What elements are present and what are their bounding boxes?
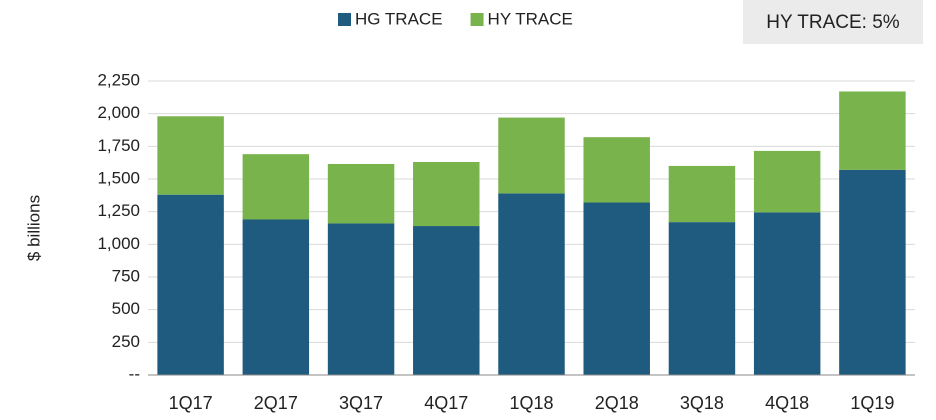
x-tick-label: 3Q18 [680, 393, 724, 413]
y-tick-label: 250 [112, 332, 140, 351]
y-tick-label: 1,250 [97, 201, 140, 220]
bar-segment [157, 116, 224, 195]
bar-segment [839, 169, 906, 375]
x-tick-label: 2Q17 [254, 393, 298, 413]
bar-segment [583, 202, 650, 375]
x-tick-label: 3Q17 [339, 393, 383, 413]
bar-segment [583, 137, 650, 203]
x-tick-label: 2Q18 [595, 393, 639, 413]
y-tick-label: 2,250 [97, 70, 140, 89]
legend-swatch [338, 13, 351, 26]
x-tick-label: 1Q19 [850, 393, 894, 413]
bar-segment [668, 222, 736, 375]
y-tick-label: 2,000 [97, 103, 140, 122]
y-tick-label: 750 [112, 266, 140, 285]
x-tick-label: 1Q18 [509, 393, 553, 413]
bar-segment [327, 163, 395, 224]
y-tick-label: 1,750 [97, 136, 140, 155]
bar-segment [413, 162, 480, 227]
x-tick-label: 4Q17 [424, 393, 468, 413]
legend-swatch [470, 13, 484, 26]
y-tick-label: -- [129, 364, 140, 383]
bar-segment [668, 165, 736, 223]
y-tick-label: 1,500 [97, 168, 140, 187]
annotation-box [743, 0, 923, 44]
bar-segment [839, 91, 906, 170]
bar-segment [327, 223, 395, 375]
annotation: HY TRACE: 5% [766, 12, 900, 33]
bar-segment [753, 212, 821, 375]
legend-label: HY TRACE [488, 9, 573, 28]
y-axis-label: $ billions [24, 195, 43, 261]
bar-segment [413, 226, 480, 375]
bar-segment [242, 154, 310, 220]
bar-segment [753, 150, 821, 213]
bar-segment [498, 193, 565, 375]
y-tick-label: 500 [112, 299, 140, 318]
bar-segment [157, 194, 224, 375]
bar-segment [242, 219, 310, 375]
bar-segment [498, 117, 565, 194]
x-tick-label: 4Q18 [765, 393, 809, 413]
x-tick-label: 1Q17 [169, 393, 213, 413]
y-tick-label: 1,000 [97, 234, 140, 253]
legend-label: HG TRACE [355, 9, 443, 28]
